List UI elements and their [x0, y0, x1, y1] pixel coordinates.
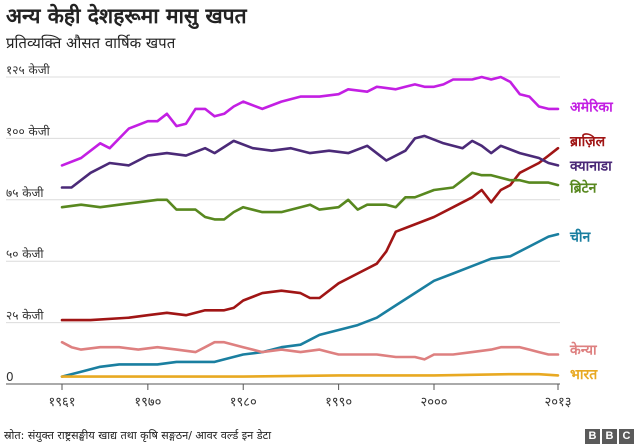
x-tick-label: १९९०: [325, 395, 352, 410]
series-label-2: क्यानाडा: [569, 158, 613, 174]
series-line-4: [60, 232, 560, 378]
series-labels: अमेरिका ब्राज़िल क्यानाडा ब्रिटेन चीन केन्या भ…: [569, 98, 614, 383]
x-tick-label: १९६१: [48, 395, 75, 410]
series-line-0: [60, 75, 560, 167]
y-tick-label: 0: [6, 370, 14, 384]
series-label-1: ब्राज़िल: [569, 133, 606, 150]
grid-lines: [6, 76, 560, 324]
bbc-logo: B B C: [585, 429, 634, 444]
chart-subtitle: प्रतिव्यक्ति औसत वार्षिक खपत: [6, 34, 176, 52]
x-tick-label: २०१३: [544, 395, 571, 410]
series-label-3: ब्रिटेन: [569, 180, 598, 197]
series-label-6: भारत: [570, 367, 598, 383]
y-tick-label: १२५ केजी: [6, 63, 51, 77]
series-line-5: [60, 340, 560, 361]
logo-letter-b1: B: [585, 429, 600, 444]
series-label-4: चीन: [569, 229, 592, 246]
logo-letter-c: C: [619, 429, 634, 444]
axis: 0 २५ केजी ५० केजी ७५ केजी १०० केजी १२५ केजी १९…: [6, 63, 572, 410]
series-line-6: [60, 372, 560, 378]
series-line-2: [60, 134, 560, 189]
y-tick-label: ७५ केजी: [6, 186, 44, 200]
series-label-0: अमेरिका: [570, 98, 614, 115]
series-lines: [60, 75, 560, 378]
y-tick-label: ५० केजी: [6, 247, 44, 261]
x-tick-label: १९८०: [230, 395, 257, 410]
y-tick-label: २५ केजी: [6, 309, 44, 323]
source-note: स्रोत: संयुक्त राष्ट्रसङ्घीय खाद्य तथा क…: [4, 429, 272, 442]
series-line-1: [60, 146, 560, 322]
chart-title: अन्य केही देशहरूमा मासु खपत: [6, 4, 247, 28]
logo-letter-b2: B: [602, 429, 617, 444]
x-tick-label: १९७०: [134, 395, 161, 410]
y-tick-label: १०० केजी: [6, 124, 51, 138]
series-line-3: [60, 171, 560, 221]
x-tick-label: २०००: [420, 395, 447, 410]
series-label-5: केन्या: [569, 342, 598, 359]
